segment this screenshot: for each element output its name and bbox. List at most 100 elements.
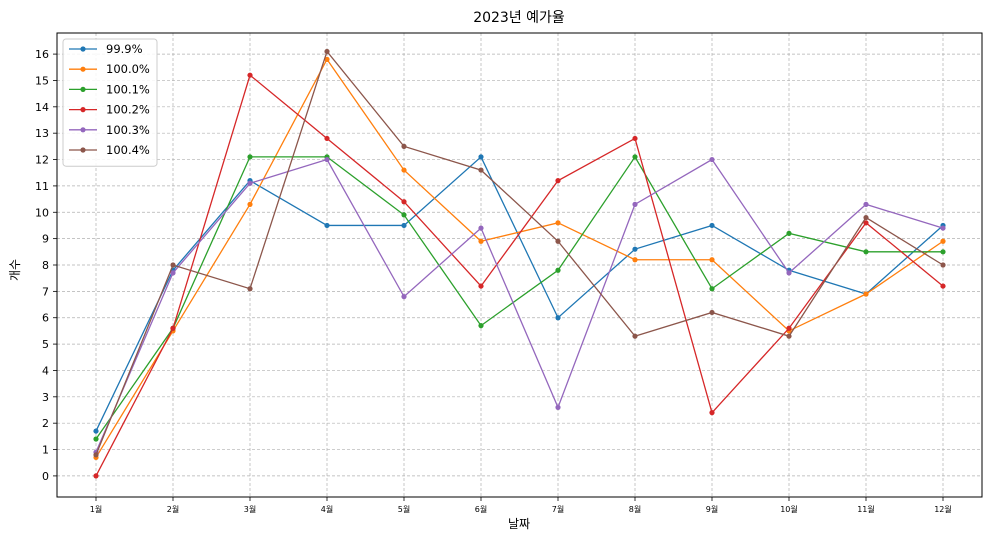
series-line (95, 50, 944, 456)
series-line (95, 74, 944, 477)
data-point (709, 286, 715, 292)
data-point (940, 225, 946, 231)
data-point (555, 238, 561, 244)
data-point (632, 246, 638, 252)
legend-marker (80, 46, 86, 52)
x-tick-label: 5월 (398, 504, 410, 514)
x-tick-label: 10월 (780, 504, 798, 514)
data-point (401, 143, 407, 149)
legend-label: 100.1% (106, 82, 150, 96)
legend-item: 100.3% (69, 123, 150, 137)
data-point (93, 473, 99, 479)
x-tick-label: 6월 (475, 504, 487, 514)
series-layer (93, 48, 946, 479)
y-tick-label: 6 (42, 312, 49, 325)
data-point (324, 135, 330, 142)
data-point (863, 291, 869, 297)
data-point (786, 325, 792, 331)
y-tick-label: 1 (42, 444, 49, 457)
data-point (786, 333, 792, 339)
data-point (632, 154, 638, 160)
legend-label: 100.0% (106, 62, 150, 76)
legend-label: 99.9% (106, 42, 143, 56)
y-tick-label: 8 (42, 259, 49, 272)
data-point (401, 222, 407, 229)
legend-item: 100.2% (69, 103, 150, 117)
y-tick-label: 2 (42, 417, 49, 430)
series-line (95, 158, 944, 453)
data-point (709, 410, 715, 416)
y-tick-label: 10 (35, 206, 49, 219)
y-tick-label: 9 (42, 233, 49, 246)
legend-label: 100.3% (106, 123, 150, 137)
data-point (93, 428, 99, 434)
data-point (478, 238, 484, 244)
series-100.3% (93, 156, 946, 455)
x-axis: 1월 2월 3월 4월 5월 6월 7월 8월 9월 10월 11월 12월 (90, 497, 952, 514)
series-100.1% (93, 154, 946, 442)
x-tick-label: 2월 (167, 504, 179, 514)
data-point (478, 167, 484, 173)
data-point (170, 325, 176, 331)
y-tick-label: 11 (35, 180, 49, 193)
data-point (632, 257, 638, 263)
data-point (324, 156, 330, 163)
y-tick-label: 14 (35, 101, 49, 114)
legend-marker (80, 86, 86, 92)
data-point (93, 452, 99, 458)
x-tick-label: 4월 (321, 504, 333, 514)
data-point (401, 294, 407, 300)
legend-item: 100.1% (69, 82, 150, 96)
data-point (863, 214, 869, 221)
data-point (709, 257, 715, 263)
data-point (401, 167, 407, 173)
data-point (940, 249, 946, 255)
legend: 99.9% 100.0% 100.1% 100.2% 100.3% 100.4% (62, 38, 158, 167)
data-point (401, 199, 407, 205)
x-tick-label: 8월 (629, 504, 641, 514)
data-point (247, 180, 253, 186)
data-point (786, 230, 792, 236)
data-point (401, 212, 407, 218)
data-point (632, 333, 638, 339)
data-point (324, 222, 330, 229)
data-point (555, 315, 561, 321)
legend-item: 100.4% (69, 143, 150, 157)
x-axis-label: 날짜 (508, 517, 530, 531)
data-point (709, 309, 715, 316)
y-tick-label: 4 (42, 364, 49, 377)
data-point (863, 201, 869, 207)
data-point (555, 178, 561, 184)
data-point (170, 270, 176, 276)
data-point (247, 286, 253, 292)
legend-label: 100.2% (106, 103, 150, 117)
data-point (247, 154, 253, 160)
legend-box (62, 38, 158, 167)
y-tick-label: 12 (35, 154, 49, 167)
legend-marker (80, 147, 86, 153)
y-tick-label: 0 (42, 470, 49, 483)
data-point (324, 48, 330, 55)
y-tick-label: 5 (42, 338, 49, 351)
series-line (95, 58, 944, 458)
x-tick-label: 11월 (857, 504, 875, 514)
data-point (93, 436, 99, 442)
series-line (95, 155, 944, 432)
data-point (478, 225, 484, 231)
data-point (478, 283, 484, 289)
chart-title: 2023년 예가율 (473, 10, 565, 26)
data-point (555, 267, 561, 273)
y-tick-label: 7 (42, 285, 49, 298)
y-axis-label: 개수 (8, 259, 22, 281)
data-point (324, 56, 330, 62)
y-tick-label: 16 (35, 48, 49, 61)
data-point (786, 270, 792, 276)
x-tick-label: 7월 (552, 504, 564, 514)
series-100.4% (93, 48, 946, 458)
series-100.2% (93, 72, 946, 479)
data-point (632, 201, 638, 207)
y-tick-label: 3 (42, 391, 49, 404)
x-tick-label: 9월 (706, 504, 718, 514)
data-point (940, 283, 946, 289)
